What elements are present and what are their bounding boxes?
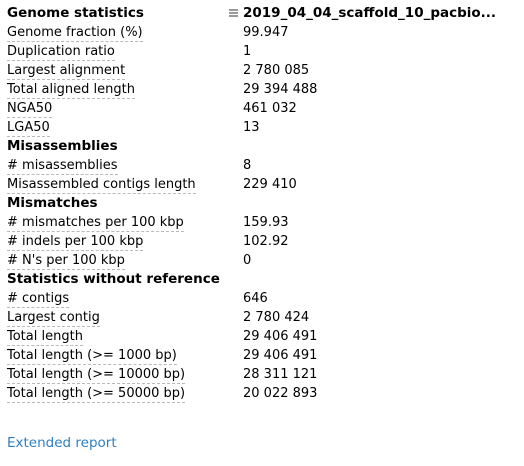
section-header-misassemblies: Misassemblies <box>7 138 517 157</box>
metric-value: 28 311 121 <box>243 367 318 382</box>
metric-value: 159.93 <box>243 215 289 230</box>
metric-label: Largest alignment <box>7 63 126 80</box>
metric-value: 646 <box>243 291 268 306</box>
metric-value: 20 022 893 <box>243 386 318 401</box>
metric-value: 461 032 <box>243 101 297 116</box>
quast-report-table: Genome statistics 2019_04_04_scaffold_10… <box>7 5 517 404</box>
metric-label: # mismatches per 100 kbp <box>7 215 184 232</box>
metric-row: LGA50 13 <box>7 119 517 138</box>
section-header-mismatches: Mismatches <box>7 195 517 214</box>
metric-label: # contigs <box>7 291 70 308</box>
assembly-column-header[interactable]: 2019_04_04_scaffold_10_pacbio... <box>243 5 497 21</box>
metric-row: # indels per 100 kbp 102.92 <box>7 233 517 252</box>
metric-label: Total length (>= 50000 bp) <box>7 386 186 403</box>
metric-value: 13 <box>243 120 260 135</box>
metric-row: # contigs 646 <box>7 290 517 309</box>
metric-row: Total aligned length 29 394 488 <box>7 81 517 100</box>
metric-row: Misassembled contigs length 229 410 <box>7 176 517 195</box>
metric-row: Genome fraction (%) 99.947 <box>7 24 517 43</box>
section-header-statistics-without-reference: Statistics without reference <box>7 271 517 290</box>
metric-row: Duplication ratio 1 <box>7 43 517 62</box>
section-title: Statistics without reference <box>7 271 220 287</box>
metric-row: # misassemblies 8 <box>7 157 517 176</box>
metric-label: Total length <box>7 329 83 346</box>
metric-label: NGA50 <box>7 101 53 118</box>
metric-row: Total length (>= 10000 bp) 28 311 121 <box>7 366 517 385</box>
metric-value: 2 780 085 <box>243 63 310 78</box>
metric-value: 2 780 424 <box>243 310 310 325</box>
metric-value: 229 410 <box>243 177 297 192</box>
metric-label: Misassembled contigs length <box>7 177 196 194</box>
metric-value: 29 406 491 <box>243 348 318 363</box>
metric-label: Duplication ratio <box>7 44 115 61</box>
metric-row: NGA50 461 032 <box>7 100 517 119</box>
metric-label: Largest contig <box>7 310 100 327</box>
metric-row: # N's per 100 kbp 0 <box>7 252 517 271</box>
section-header-genome-statistics: Genome statistics 2019_04_04_scaffold_10… <box>7 5 517 24</box>
metric-row: # mismatches per 100 kbp 159.93 <box>7 214 517 233</box>
metric-label: # misassemblies <box>7 158 118 175</box>
metric-value: 102.92 <box>243 234 289 249</box>
section-title: Misassemblies <box>7 138 118 154</box>
metric-row: Total length 29 406 491 <box>7 328 517 347</box>
metric-row: Largest contig 2 780 424 <box>7 309 517 328</box>
metric-label: Genome fraction (%) <box>7 25 143 42</box>
drag-handle-icon[interactable] <box>229 9 238 19</box>
metric-label: Total aligned length <box>7 82 135 99</box>
metric-value: 29 394 488 <box>243 82 318 97</box>
extended-report-link[interactable]: Extended report <box>7 435 117 451</box>
metric-value: 1 <box>243 44 252 59</box>
metric-row: Total length (>= 1000 bp) 29 406 491 <box>7 347 517 366</box>
section-title: Mismatches <box>7 195 98 211</box>
metric-value: 99.947 <box>243 25 289 40</box>
metric-label: LGA50 <box>7 120 50 137</box>
metric-label: # N's per 100 kbp <box>7 253 125 270</box>
metric-label: Total length (>= 10000 bp) <box>7 367 186 384</box>
metric-value: 29 406 491 <box>243 329 318 344</box>
metric-label: # indels per 100 kbp <box>7 234 144 251</box>
section-title: Genome statistics <box>7 5 144 21</box>
metric-value: 0 <box>243 253 252 268</box>
metric-label: Total length (>= 1000 bp) <box>7 348 177 365</box>
metric-row: Largest alignment 2 780 085 <box>7 62 517 81</box>
metric-row: Total length (>= 50000 bp) 20 022 893 <box>7 385 517 404</box>
metric-value: 8 <box>243 158 252 173</box>
